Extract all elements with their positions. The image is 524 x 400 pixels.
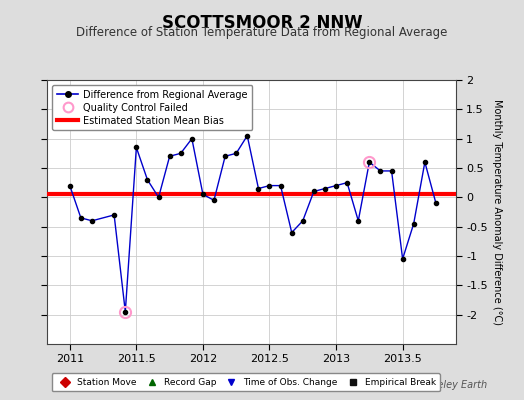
Text: Berkeley Earth: Berkeley Earth: [415, 380, 487, 390]
Legend: Station Move, Record Gap, Time of Obs. Change, Empirical Break: Station Move, Record Gap, Time of Obs. C…: [52, 374, 440, 392]
Legend: Difference from Regional Average, Quality Control Failed, Estimated Station Mean: Difference from Regional Average, Qualit…: [52, 85, 253, 130]
Y-axis label: Monthly Temperature Anomaly Difference (°C): Monthly Temperature Anomaly Difference (…: [492, 99, 502, 325]
Text: Difference of Station Temperature Data from Regional Average: Difference of Station Temperature Data f…: [77, 26, 447, 39]
Text: SCOTTSMOOR 2 NNW: SCOTTSMOOR 2 NNW: [162, 14, 362, 32]
